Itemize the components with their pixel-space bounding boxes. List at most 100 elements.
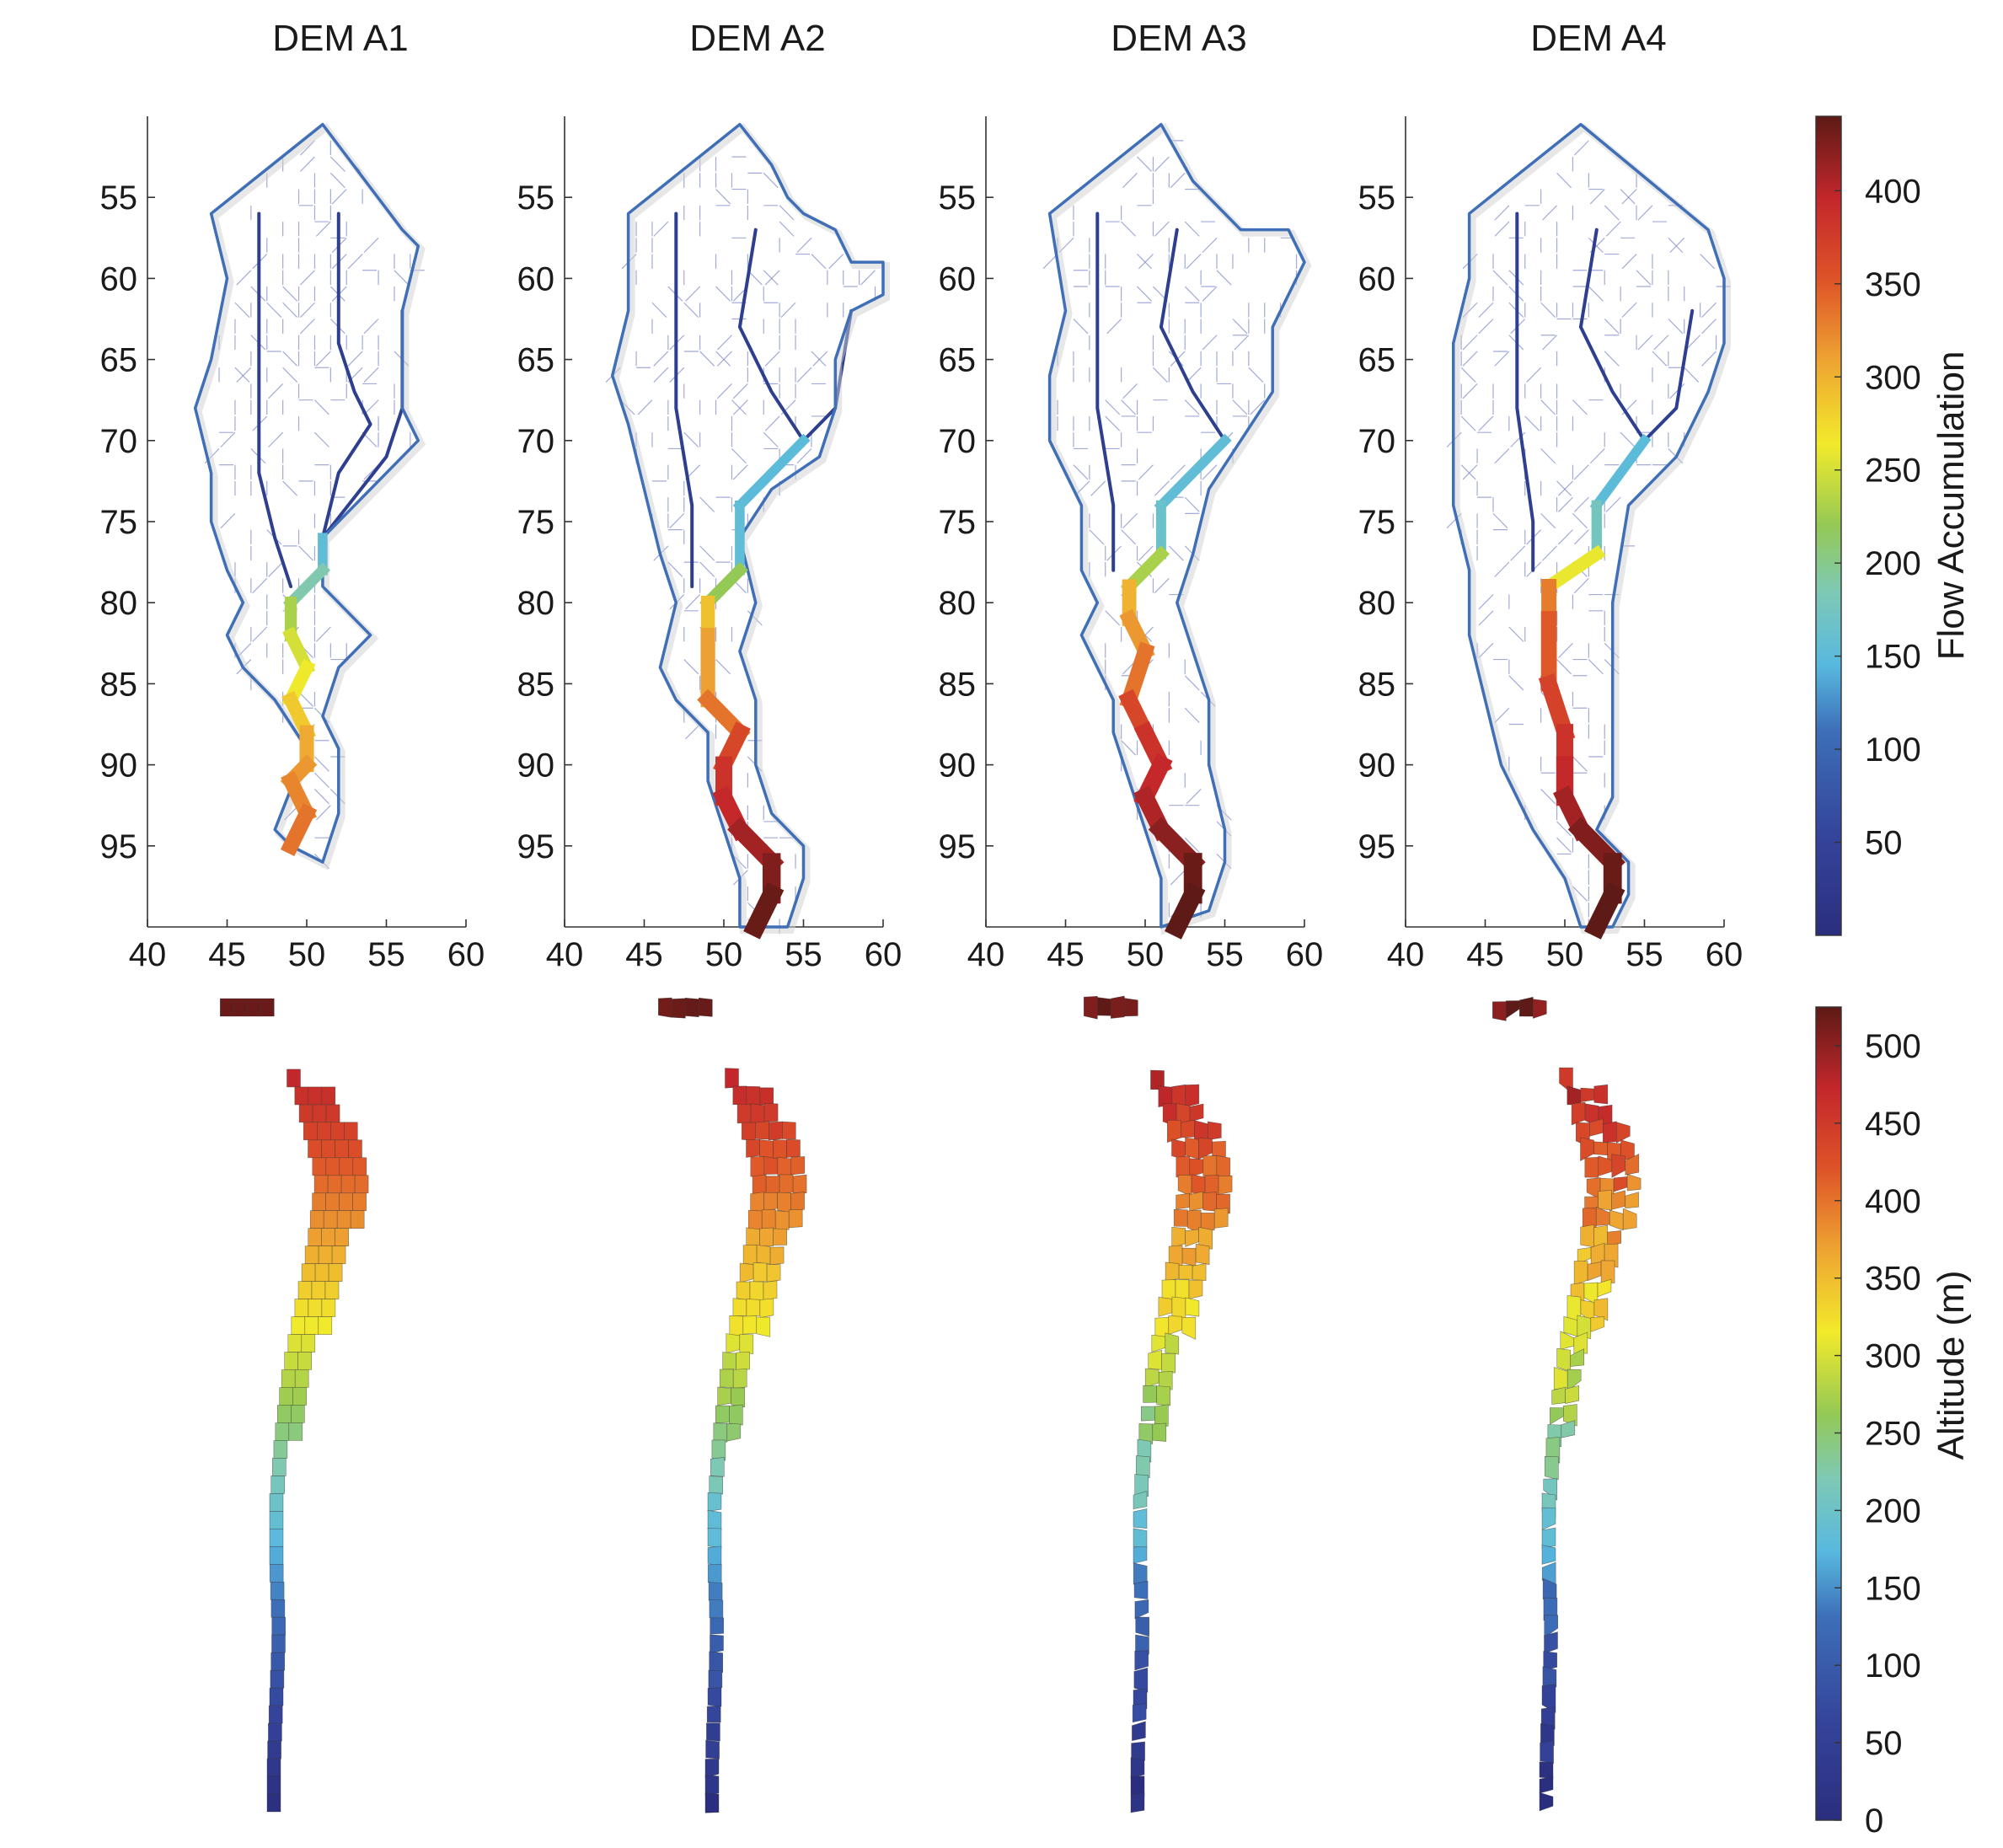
network-segment	[715, 351, 731, 367]
surface-cell	[1135, 1616, 1149, 1637]
surface-cell	[717, 1386, 732, 1406]
surface-cell	[279, 1387, 294, 1406]
surface-cell	[269, 1529, 284, 1547]
surface-cell	[759, 1227, 774, 1246]
network-segment	[1494, 221, 1510, 237]
surface-cell	[1545, 1455, 1559, 1481]
network-segment	[1621, 254, 1637, 270]
surface-cell	[329, 1122, 345, 1141]
surface-cell	[354, 1175, 369, 1194]
surface-cell	[287, 1334, 303, 1353]
catchment-outline	[1047, 122, 1306, 929]
x-tick-label: 60	[1706, 936, 1743, 973]
network-segment	[1684, 367, 1700, 383]
surface-cell	[1192, 1262, 1207, 1282]
surface-cell	[749, 1281, 764, 1301]
network-segment	[1701, 319, 1716, 335]
network-segment	[282, 286, 298, 302]
colorbar-tick-label: 350	[1865, 266, 1921, 303]
x-tick-label: 55	[1625, 936, 1663, 973]
surface-cell	[1176, 1192, 1190, 1210]
y-tick-label: 85	[100, 666, 138, 703]
network-segment	[1492, 512, 1508, 529]
surface-cell	[269, 1564, 284, 1583]
network-segment	[1621, 302, 1637, 318]
surface-cell	[709, 1476, 724, 1495]
network-segment	[1121, 399, 1137, 415]
surface-cell	[321, 1228, 336, 1246]
network-segment	[1637, 205, 1653, 221]
network-segment	[1669, 237, 1685, 254]
network-segment	[812, 351, 828, 367]
network-segment	[1494, 447, 1510, 464]
network-segment	[347, 351, 363, 367]
catchment-outline	[1451, 122, 1726, 929]
network-segment	[236, 367, 252, 383]
surface-cell	[711, 1439, 726, 1461]
surface-cell	[1609, 1209, 1624, 1231]
network-segment	[1168, 545, 1184, 561]
surface-cell	[1136, 1455, 1150, 1479]
network-segment	[1556, 480, 1572, 496]
network-segment	[1138, 254, 1154, 270]
surface-cell	[1622, 1208, 1637, 1230]
surface-cell	[301, 1334, 316, 1353]
surface-cell	[728, 1404, 743, 1426]
flow-panel: DEM A2 55 60 65 70 75 80 85 90 95 40 45 50 55 60	[517, 18, 902, 973]
network-segment	[1202, 237, 1218, 254]
surface-cell	[671, 998, 686, 1019]
network-segment	[1700, 254, 1716, 270]
network-segment	[1572, 399, 1588, 415]
network-segment	[779, 205, 795, 221]
surface-cell	[1134, 1599, 1149, 1620]
surface-cell	[1600, 1260, 1615, 1283]
network-segment	[1589, 447, 1605, 464]
x-tick-label: 60	[865, 936, 902, 973]
catchment-outline	[610, 122, 885, 929]
network-segment	[1668, 319, 1684, 335]
surface-cell	[759, 1298, 774, 1319]
surface-cell	[752, 1262, 768, 1283]
surface-cell	[273, 1440, 288, 1459]
network-segment	[314, 399, 329, 415]
surface-cell	[1570, 1348, 1584, 1367]
surface-cell	[736, 1103, 752, 1124]
network-segment	[329, 156, 345, 172]
surface-cell	[739, 1262, 754, 1283]
surface-cell	[1625, 1192, 1639, 1209]
network-segment	[653, 221, 669, 237]
surface-cell	[1158, 1296, 1173, 1317]
y-tick-label: 55	[100, 179, 138, 217]
surface-cell	[1540, 1722, 1555, 1746]
network-segment	[282, 367, 298, 383]
surface-cell	[308, 1139, 322, 1159]
surface-cell	[335, 1139, 349, 1159]
surface-cell	[1208, 1121, 1222, 1141]
network-segment	[315, 626, 331, 642]
surface-cell	[325, 1104, 340, 1123]
network-segment	[1540, 789, 1556, 805]
colorbar-tick-label: 150	[1865, 1570, 1921, 1607]
surface-cell	[266, 1793, 281, 1813]
surface-cell	[318, 1245, 333, 1264]
network-segment	[763, 431, 779, 447]
network-segment	[347, 254, 363, 270]
network-segment	[1556, 837, 1572, 853]
network-segment	[282, 302, 298, 318]
surface-cell	[1540, 1740, 1554, 1764]
surface-cell	[742, 1315, 758, 1335]
colorbar-tick-label: 100	[1865, 1647, 1921, 1685]
y-tick-label: 95	[939, 828, 977, 865]
surface-cell	[321, 1299, 336, 1317]
surface-cell	[271, 1616, 287, 1636]
surface-cell	[287, 1069, 301, 1088]
network-segment	[763, 270, 779, 286]
network-segment	[1701, 302, 1716, 318]
colorbar: 50 100 150 200 250 300 350 400 Flow Accumulation	[1815, 115, 1972, 936]
surface-cell	[706, 1705, 721, 1723]
network-segment	[699, 496, 715, 512]
network-segment	[394, 270, 410, 286]
network-segment	[796, 367, 812, 383]
surface-cell	[1587, 1261, 1602, 1282]
